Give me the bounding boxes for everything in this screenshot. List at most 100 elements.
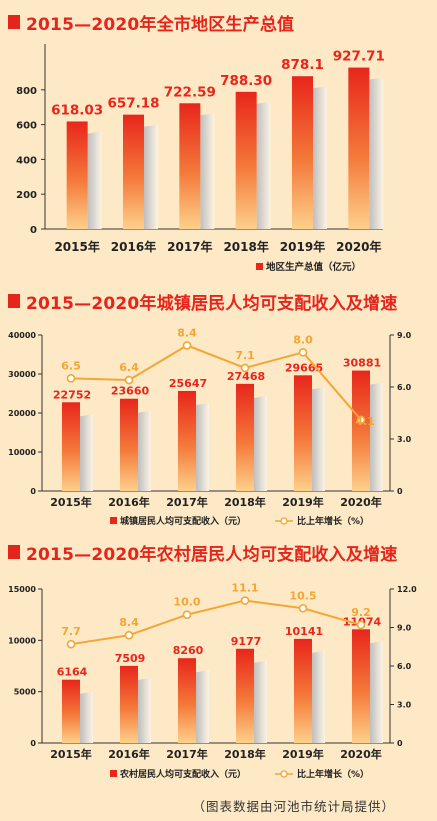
bar [294, 375, 312, 491]
legend-line-marker [280, 770, 288, 778]
right-y-tick-label: 9.0 [397, 624, 412, 633]
bar-value-label: 722.59 [164, 84, 216, 100]
title-marker [8, 294, 20, 308]
bar-value-label: 6164 [57, 666, 88, 679]
gdp-chart-panel: 2015—2020年全市地区生产总值 0 200 400 600 800 618.03 20… [0, 0, 437, 278]
y-tick-label: 800 [16, 86, 37, 97]
legend-bar-swatch [110, 770, 117, 777]
legend-bar-swatch [110, 517, 117, 524]
bar-shadow [144, 124, 158, 229]
right-y-tick-label: 3.0 [397, 701, 412, 710]
x-tick-label: 2018年 [224, 747, 266, 761]
x-tick-label: 2017年 [166, 747, 208, 761]
x-tick-label: 2016年 [108, 495, 150, 509]
urban-income-chart-panel: 2015—2020年城镇居民人均可支配收入及增速 0 10000 20000 3000… [0, 282, 437, 532]
bar-value-label: 23660 [111, 385, 150, 398]
bar-shadow [313, 86, 327, 229]
chart-title: 2015—2020年城镇居民人均可支配收入及增速 [26, 294, 398, 314]
bar-shadow [138, 410, 151, 491]
left-y-tick-label: 30000 [8, 370, 36, 379]
growth-value-label: 7.1 [235, 349, 255, 362]
rural-income-chart-panel: 2015—2020年农村居民人均可支配收入及增速 0 5000 10000 15000… [0, 533, 437, 821]
bar-shadow [196, 402, 209, 491]
bar-value-label: 30881 [343, 357, 381, 370]
x-tick-label: 2017年 [166, 495, 208, 509]
right-y-tick-label: 0 [397, 487, 403, 496]
legend-bar-label: 农村居民人均可支配收入（元） [119, 768, 246, 780]
legend-line-label: 比上年增长（%） [297, 768, 369, 780]
left-y-tick-label: 10000 [8, 636, 36, 645]
legend-label: 地区生产总值（亿元） [266, 261, 361, 273]
bar-shadow [370, 382, 383, 491]
growth-point [240, 596, 250, 605]
bar [123, 114, 144, 229]
right-y-tick-label: 6.0 [397, 383, 412, 392]
growth-point [182, 341, 192, 350]
bar-value-label: 25647 [169, 377, 207, 390]
bar-shadow [256, 101, 271, 229]
legend-swatch [256, 263, 263, 270]
growth-value-label: 8.0 [293, 333, 313, 346]
bar-shadow [80, 691, 93, 743]
x-tick-label: 2017年 [167, 239, 212, 254]
bar [66, 121, 88, 229]
bar [352, 629, 370, 743]
growth-value-label: 7.7 [61, 625, 81, 638]
bar [236, 383, 254, 491]
chart-title: 2015—2020年全市地区生产总值 [26, 15, 295, 35]
left-y-tick-label: 15000 [8, 585, 36, 594]
bar-value-label: 9177 [231, 635, 262, 648]
growth-value-label: 10.5 [289, 589, 316, 602]
y-tick-label: 600 [16, 121, 37, 132]
growth-value-label: 4.1 [355, 415, 375, 428]
x-tick-label: 2018年 [223, 239, 268, 254]
growth-line [70, 344, 362, 421]
bar-value-label: 927.71 [333, 49, 385, 65]
x-tick-label: 2016年 [111, 239, 156, 254]
x-tick-label: 2016年 [108, 747, 150, 761]
legend-bar-label: 城镇居民人均可支配收入（元） [120, 515, 246, 527]
x-tick-label: 2019年 [282, 495, 324, 509]
bar [235, 91, 257, 229]
bar-shadow [87, 131, 102, 229]
bar [62, 679, 80, 743]
bar-shadow [370, 641, 383, 743]
bar [236, 648, 254, 743]
bar-shadow [80, 414, 93, 491]
growth-point [66, 639, 76, 649]
bar [120, 665, 138, 743]
bar [348, 67, 370, 229]
bar-value-label: 618.03 [51, 102, 103, 118]
x-tick-label: 2020年 [340, 747, 382, 761]
y-tick-label: 0 [30, 225, 37, 236]
gdp-bar-chart: 0 200 400 600 800 618.03 2015年 657.18 2016年 722.5… [16, 44, 385, 273]
right-y-tick-label: 3.0 [397, 435, 412, 444]
chart-title: 2015—2020年农村居民人均可支配收入及增速 [26, 545, 398, 565]
bar-value-label: 657.18 [107, 96, 159, 112]
bar [62, 402, 80, 491]
bar [120, 398, 138, 491]
left-y-tick-label: 10000 [8, 448, 36, 457]
x-tick-label: 2019年 [280, 239, 325, 254]
bar-shadow [200, 113, 215, 229]
bar-shadow [369, 77, 384, 229]
right-y-tick-label: 0 [397, 739, 403, 748]
bar-value-label: 10141 [285, 625, 323, 638]
bar-value-label: 27468 [227, 370, 265, 383]
growth-point [356, 415, 366, 425]
bar-shadow [312, 387, 325, 491]
growth-point [298, 603, 308, 613]
bar-shadow [254, 395, 267, 491]
bar-shadow [138, 677, 151, 743]
left-y-tick-label: 40000 [8, 331, 36, 340]
right-y-tick-label: 9.0 [397, 331, 412, 340]
bar [294, 638, 312, 743]
right-y-tick-label: 12.0 [397, 585, 417, 594]
left-y-tick-label: 0 [30, 739, 36, 748]
y-tick-label: 200 [16, 190, 37, 201]
left-y-tick-label: 20000 [8, 409, 36, 418]
growth-value-label: 10.0 [173, 596, 200, 609]
bar-value-label: 7509 [115, 652, 146, 665]
bar [178, 658, 196, 743]
x-tick-label: 2018年 [224, 495, 266, 509]
